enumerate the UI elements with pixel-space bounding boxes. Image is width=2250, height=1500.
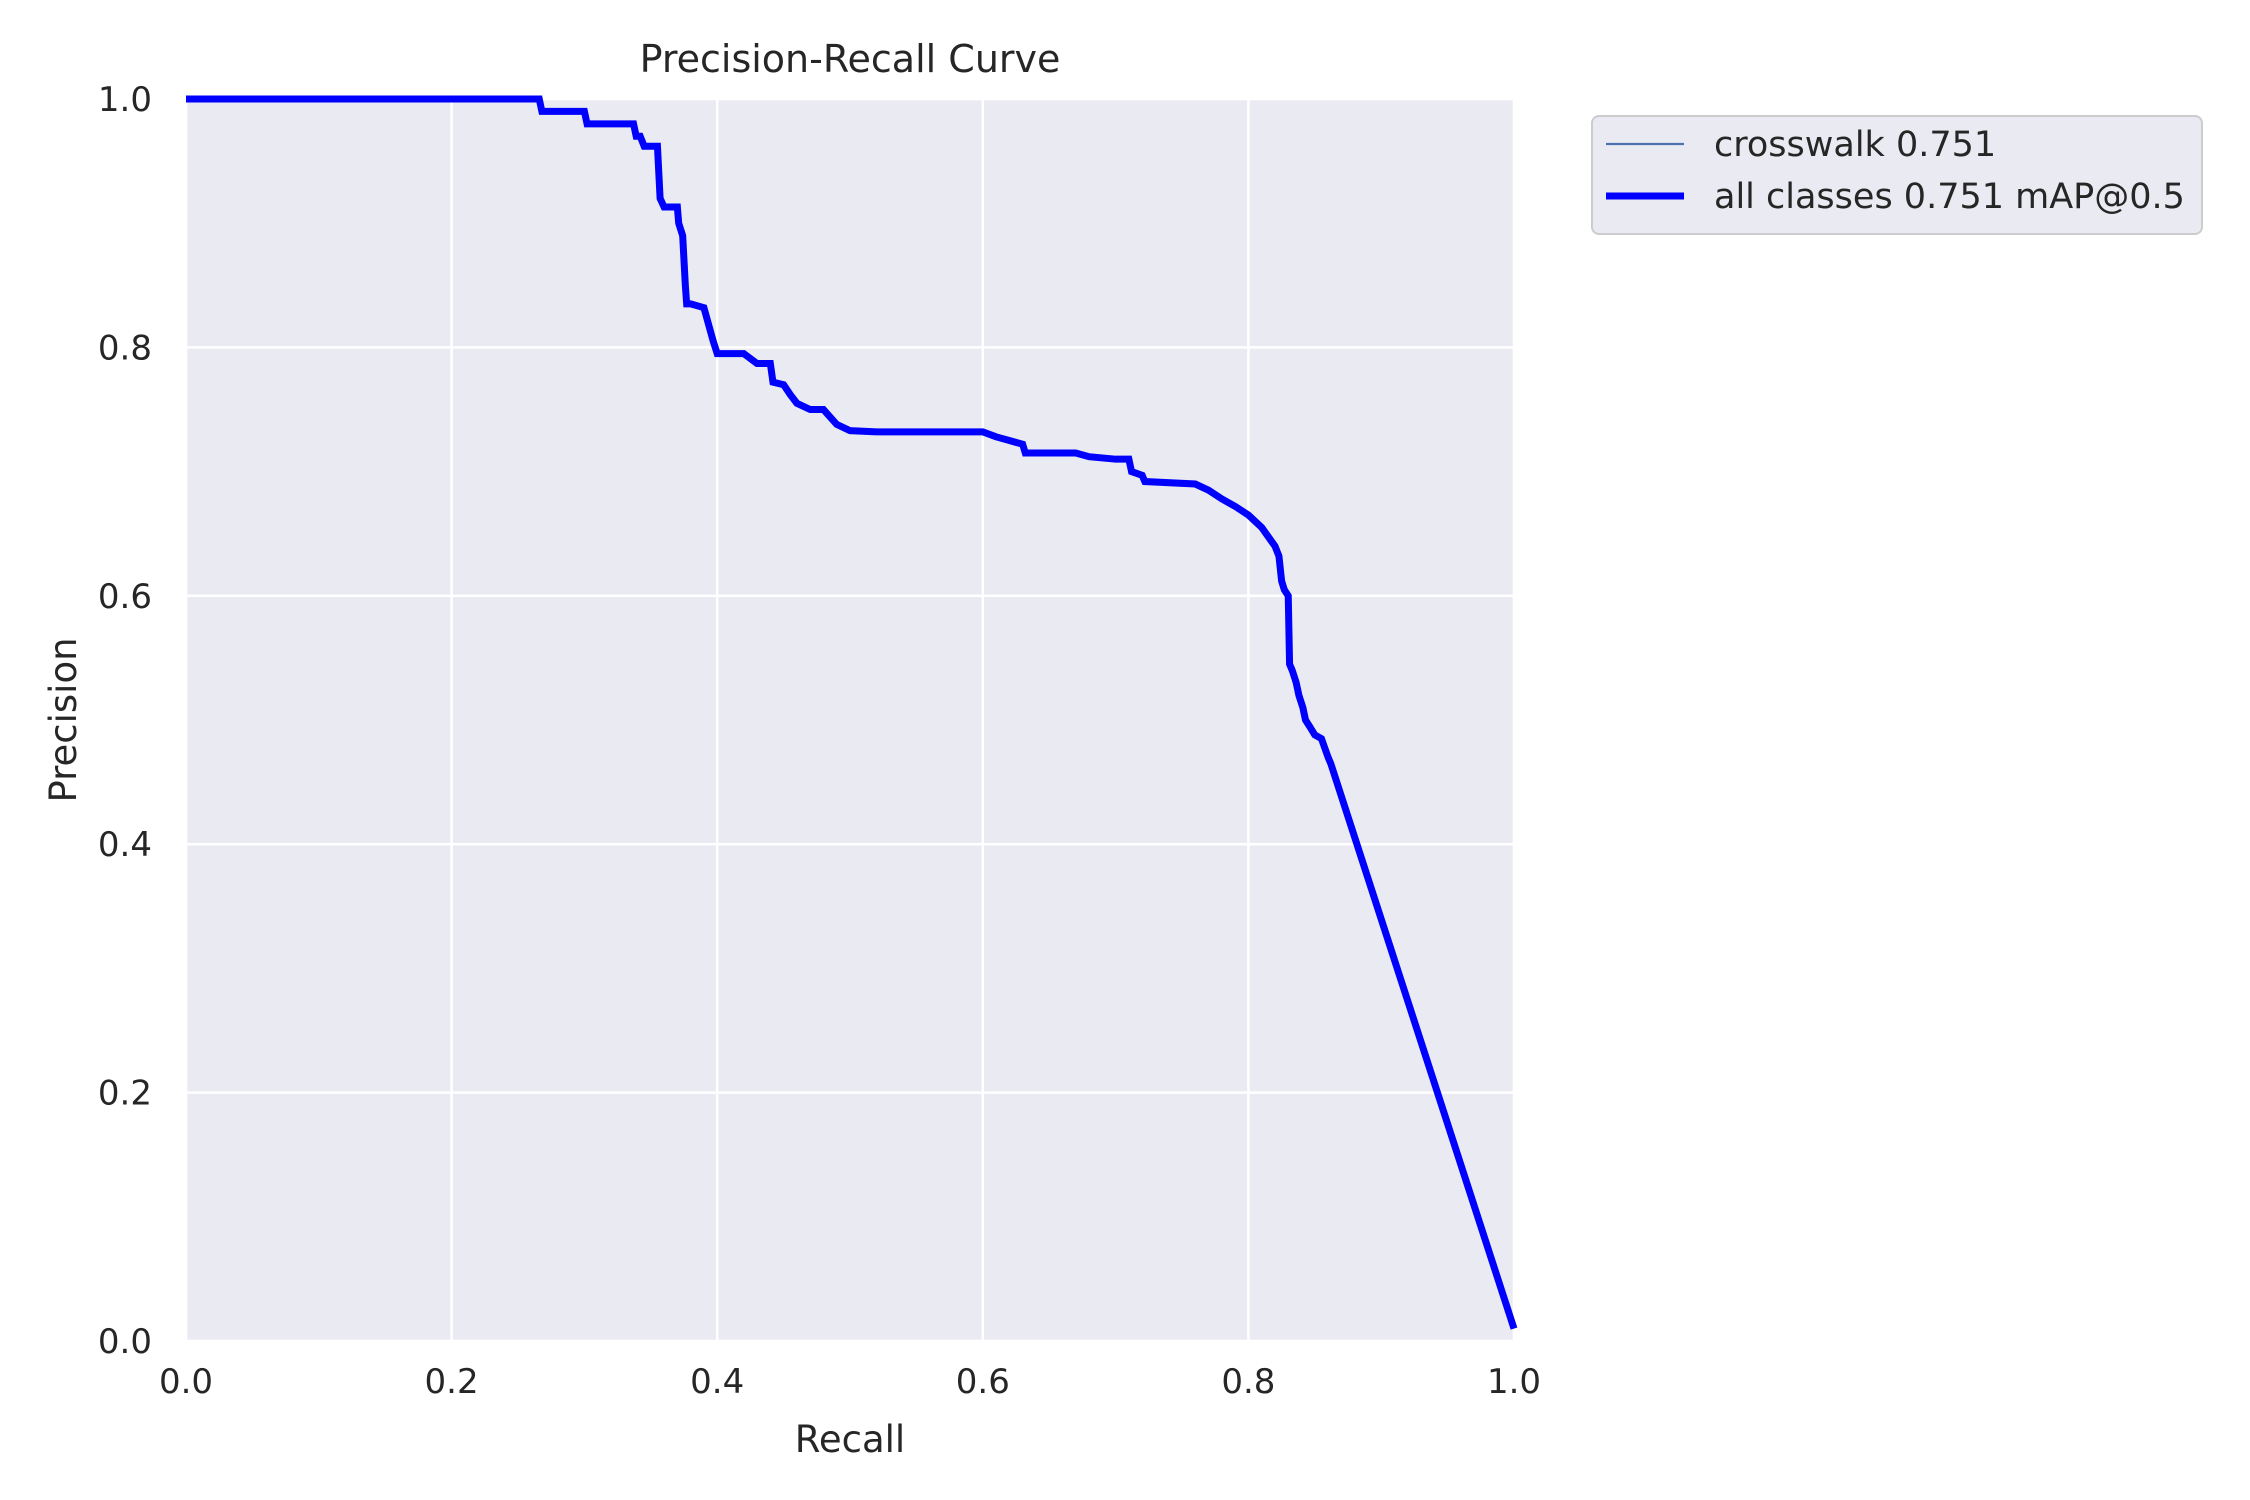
- x-tick-label: 0.6: [956, 1362, 1010, 1402]
- y-axis-title: Precision: [42, 637, 85, 802]
- series-lines: [186, 95, 1518, 1330]
- x-tick-label: 0.8: [1221, 1362, 1275, 1402]
- y-tick-label: 0.0: [98, 1322, 152, 1362]
- grid-lines: [184, 97, 1516, 1343]
- legend-label-crosswalk: crosswalk 0.751: [1714, 125, 1996, 165]
- y-tick-label: 0.4: [98, 825, 152, 865]
- x-tick-label: 1.0: [1487, 1362, 1541, 1402]
- legend-box: [1591, 115, 2203, 235]
- x-tick-labels: 0.0 0.2 0.4 0.6 0.8 1.0: [159, 1362, 1541, 1402]
- legend-label-all-classes: all classes 0.751 mAP@0.5: [1714, 177, 2185, 217]
- y-tick-label: 0.2: [98, 1074, 152, 1114]
- y-tick-label: 0.6: [98, 577, 152, 617]
- y-tick-labels: 0.0 0.2 0.4 0.6 0.8 1.0: [98, 80, 152, 1362]
- y-tick-label: 0.8: [98, 328, 152, 368]
- plot-background: [186, 99, 1514, 1341]
- chart-title: Precision-Recall Curve: [640, 37, 1061, 81]
- x-axis-title: Recall: [795, 1418, 905, 1461]
- x-tick-label: 0.4: [690, 1362, 744, 1402]
- x-tick-label: 0.2: [425, 1362, 479, 1402]
- legend: crosswalk 0.751 all classes 0.751 mAP@0.…: [1591, 115, 2203, 235]
- x-tick-label: 0.0: [159, 1362, 213, 1402]
- plot-area: [184, 95, 1518, 1343]
- y-tick-label: 1.0: [98, 80, 152, 120]
- series-line-all-classes: [186, 95, 1518, 1330]
